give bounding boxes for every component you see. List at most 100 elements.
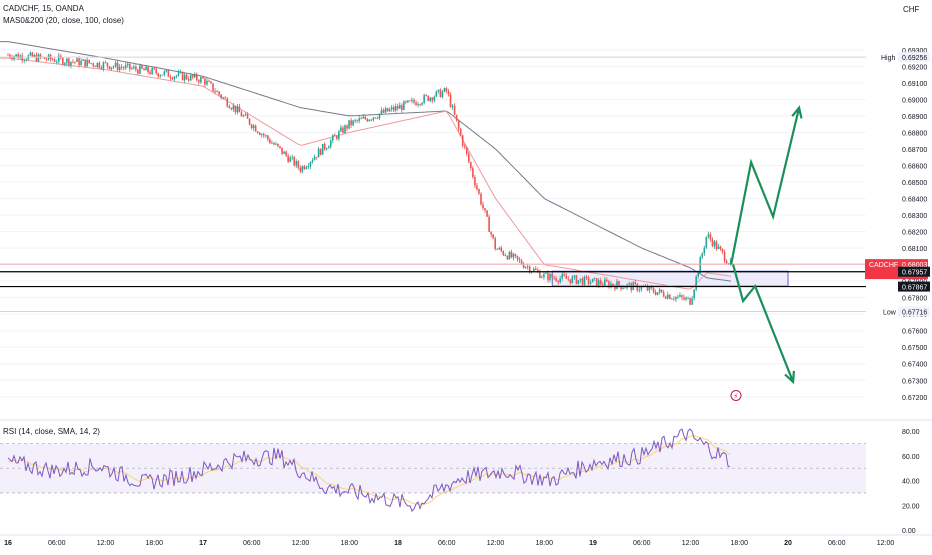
candle-body — [520, 260, 523, 265]
candle-body — [295, 161, 298, 166]
price-tick-label: 0.68800 — [902, 130, 927, 137]
price-tick-label: 0.69300 — [902, 48, 927, 55]
candle-body — [476, 185, 478, 190]
candle-body — [445, 88, 448, 92]
candle-body — [110, 67, 113, 70]
candle-body — [721, 248, 724, 252]
candle-body — [575, 275, 578, 284]
candle-body — [569, 279, 572, 284]
candle-body — [486, 210, 488, 217]
rsi-ma-line — [7, 435, 731, 505]
candle-body — [470, 162, 472, 169]
candle-body — [57, 55, 60, 62]
candle-body — [384, 108, 387, 113]
candle-body — [441, 91, 444, 98]
candle-body — [171, 77, 174, 80]
candle-body — [535, 268, 537, 271]
candle-body — [628, 283, 630, 285]
candle-body — [51, 59, 54, 60]
candle-body — [185, 74, 188, 80]
candle-body — [80, 60, 82, 66]
candle-body — [346, 125, 348, 129]
candle-body — [433, 96, 436, 101]
candle-body — [681, 295, 683, 298]
price-axis: 0.69300 0.69200 0.69100 0.69000 0.68900 0.688… — [902, 48, 927, 402]
current-price-label: 0.68003 — [902, 262, 927, 269]
candle-body — [713, 241, 716, 247]
candle-body — [307, 166, 310, 168]
indicator-legend[interactable]: MAS0&200 (20, close, 100, close) — [3, 16, 124, 25]
candle-body — [390, 107, 393, 110]
candle-body — [332, 135, 334, 141]
price-labels: 0.69256High0.67716LowCADCHF0.6800301:590… — [865, 52, 930, 317]
candle-body — [297, 161, 300, 168]
candle-body — [508, 251, 511, 260]
price-tick-label: 0.68400 — [902, 197, 927, 204]
rsi-tick-label: 60.00 — [902, 454, 920, 461]
candle-body — [236, 106, 239, 113]
candle-body — [338, 131, 340, 139]
candle-body — [352, 120, 354, 126]
candle-body — [242, 115, 245, 117]
candle-body — [17, 54, 19, 59]
candle-body — [224, 97, 227, 99]
candle-body — [92, 63, 95, 66]
candle-body — [319, 148, 322, 155]
candle-body — [299, 167, 302, 172]
candle-body — [551, 273, 553, 278]
candle-body — [124, 65, 127, 69]
candle-body — [161, 74, 164, 76]
candle-body — [715, 241, 718, 250]
candle-body — [457, 120, 460, 129]
candle-body — [350, 120, 352, 126]
candle-body — [455, 114, 458, 121]
price-tick-label: 0.68200 — [902, 230, 927, 237]
candle-body — [474, 177, 476, 186]
rsi-tick-label: 0.00 — [902, 528, 916, 535]
candle-body — [66, 58, 68, 64]
candle-body — [260, 134, 263, 135]
candle-body — [143, 68, 145, 71]
candle-body — [317, 148, 320, 158]
candle-body — [277, 143, 279, 147]
candle-body — [431, 97, 434, 101]
candle-body — [701, 253, 704, 258]
moving-averages — [0, 41, 732, 290]
high-tag-label: High — [881, 55, 896, 62]
candle-body — [652, 287, 655, 293]
candle-body — [492, 234, 494, 239]
support-zone — [551, 270, 789, 287]
candle-body — [407, 100, 409, 103]
candle-body — [327, 146, 330, 149]
candle-body — [557, 280, 559, 283]
candle-body — [31, 52, 34, 57]
candle-body — [703, 247, 706, 254]
candle-body — [62, 57, 64, 65]
price-tick-label: 0.68700 — [902, 147, 927, 154]
candle-body — [177, 72, 180, 76]
projection-arrows: ⚡ — [730, 105, 803, 401]
time-tick-label: 06:00 — [48, 540, 66, 547]
candle-body — [133, 66, 135, 69]
symbol-title[interactable]: CAD/CHF, 15, OANDA — [3, 4, 84, 13]
candle-body — [96, 62, 99, 67]
candle-body — [494, 238, 496, 250]
candle-body — [465, 147, 468, 154]
rsi-legend[interactable]: RSI (14, close, SMA, 14, 2) — [3, 427, 100, 436]
candle-body — [181, 72, 184, 81]
candle-body — [122, 67, 125, 69]
candle-body — [218, 91, 220, 95]
candle-body — [167, 70, 170, 77]
candle-body — [153, 68, 155, 70]
candle-body — [131, 68, 133, 70]
candle-body — [524, 266, 527, 268]
candle-body — [411, 99, 413, 101]
candle-body — [147, 66, 149, 73]
candle-body — [360, 118, 363, 120]
candle-body — [506, 255, 509, 260]
candle-body — [204, 78, 206, 85]
candle-body — [719, 246, 722, 249]
candle-body — [82, 59, 84, 61]
